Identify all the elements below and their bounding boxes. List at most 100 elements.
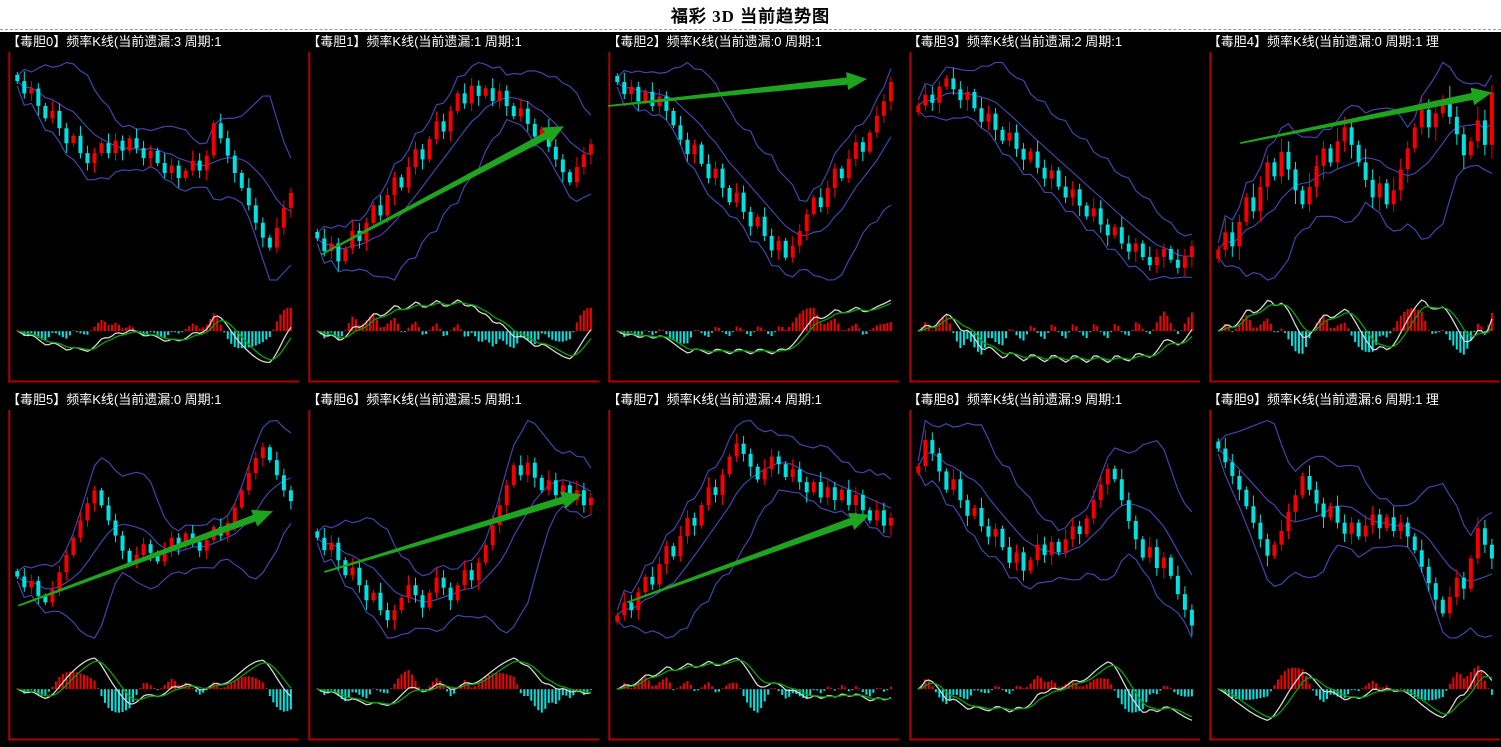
macd-histogram-bar — [530, 331, 533, 343]
macd-histogram-bar — [139, 687, 142, 689]
macd-histogram-bar — [1102, 677, 1105, 689]
macd-histogram-bar — [411, 674, 414, 689]
macd-histogram-bar — [467, 331, 470, 337]
candle-body — [1314, 489, 1319, 503]
macd-histogram-bar — [212, 313, 215, 332]
macd-histogram-bar — [428, 685, 431, 689]
macd-histogram-bar — [1304, 675, 1307, 689]
macd-histogram-bar — [160, 687, 163, 689]
candle-body — [155, 552, 160, 561]
macd-histogram-bar — [355, 319, 358, 332]
macd-histogram-bar — [955, 331, 958, 342]
candle-body — [1461, 577, 1466, 589]
macd-histogram-bar — [1417, 688, 1420, 699]
macd-histogram-bar — [927, 680, 930, 689]
macd-histogram-bar — [579, 315, 582, 332]
macd-histogram-bar — [700, 686, 703, 689]
candle-body — [1091, 208, 1096, 217]
candle-body — [1049, 541, 1054, 555]
macd-histogram-bar — [484, 676, 487, 689]
candle-body — [106, 143, 111, 154]
macd-histogram-bar — [586, 308, 589, 332]
macd-histogram-bar — [886, 688, 889, 690]
macd-histogram-bar — [1057, 331, 1060, 333]
macd-histogram-bar — [644, 676, 647, 689]
macd-histogram-bar — [732, 331, 735, 333]
macd-histogram-bar — [1311, 688, 1314, 690]
macd-histogram-bar — [1029, 325, 1032, 332]
macd-histogram-bar — [1015, 331, 1018, 336]
macd-histogram-bar — [962, 331, 965, 346]
macd-histogram-bar — [648, 331, 651, 333]
bollinger-middle-line — [617, 81, 892, 237]
candle-body — [720, 168, 725, 188]
candle-body — [1321, 148, 1326, 166]
macd-histogram-bar — [442, 331, 445, 337]
macd-histogram-bar — [191, 323, 194, 332]
macd-histogram-bar — [390, 320, 393, 332]
macd-histogram-bar — [792, 322, 795, 332]
macd-histogram-bar — [1364, 685, 1367, 689]
macd-histogram-bar — [1417, 309, 1420, 332]
macd-histogram-bar — [425, 688, 428, 691]
macd-histogram-bar — [1148, 331, 1151, 335]
macd-histogram-bar — [830, 320, 833, 332]
macd-histogram-bar — [40, 688, 43, 696]
macd-histogram-bar — [400, 331, 403, 333]
macd-histogram-bar — [987, 688, 990, 693]
macd-histogram-bar — [1448, 331, 1451, 341]
macd-dif-line — [917, 660, 1192, 721]
macd-histogram-bar — [439, 680, 442, 689]
macd-histogram-bar — [439, 328, 442, 332]
macd-histogram-bar — [1071, 324, 1074, 332]
candle-body — [322, 238, 327, 252]
macd-histogram-bar — [774, 331, 777, 333]
macd-histogram-bar — [862, 331, 865, 335]
candle-body — [706, 163, 711, 179]
macd-histogram-bar — [858, 687, 861, 689]
macd-histogram-bar — [355, 688, 358, 693]
candle-body — [141, 543, 146, 555]
bollinger-upper-line — [16, 61, 292, 159]
candle-body — [113, 140, 118, 154]
candle-body — [972, 507, 977, 516]
macd-histogram-bar — [1078, 686, 1081, 689]
macd-histogram-bar — [756, 688, 759, 713]
candle-body — [378, 592, 383, 610]
macd-histogram-bar — [254, 331, 257, 346]
macd-histogram-bar — [555, 688, 558, 704]
macd-histogram-bar — [997, 686, 1000, 689]
candle-body — [622, 602, 627, 615]
candle-body — [434, 121, 439, 140]
candle-body — [1028, 151, 1033, 160]
candle-body — [274, 459, 279, 475]
candle-body — [798, 231, 803, 246]
macd-histogram-bar — [75, 671, 78, 689]
candle-body — [671, 545, 676, 556]
macd-histogram-bar — [1434, 688, 1437, 700]
macd-histogram-bar — [1050, 679, 1053, 689]
macd-histogram-bar — [362, 323, 365, 332]
macd-histogram-bar — [1067, 331, 1070, 333]
candle-body — [1335, 505, 1340, 523]
candle-body — [582, 489, 587, 505]
chart-panel-8: 【毒胆8】频率K线(当前遗漏:9 周期:1 — [900, 389, 1201, 747]
candle-body — [399, 177, 404, 188]
candle-body — [770, 455, 775, 469]
macd-histogram-bar — [1060, 685, 1063, 689]
macd-histogram-bar — [65, 671, 68, 689]
macd-histogram-bar — [272, 329, 275, 332]
candle-body — [1300, 475, 1305, 495]
macd-histogram-bar — [1343, 322, 1346, 332]
macd-histogram-bar — [997, 331, 1000, 345]
macd-histogram-bar — [1280, 674, 1283, 689]
macd-histogram-bar — [934, 327, 937, 332]
macd-histogram-bar — [547, 688, 550, 703]
candle-body — [1349, 127, 1354, 145]
candle-body — [1230, 461, 1235, 476]
candle-body — [1398, 169, 1403, 191]
macd-histogram-bar — [934, 688, 937, 692]
macd-histogram-bar — [883, 688, 886, 692]
macd-histogram-bar — [428, 330, 431, 332]
candle-body — [399, 597, 404, 610]
